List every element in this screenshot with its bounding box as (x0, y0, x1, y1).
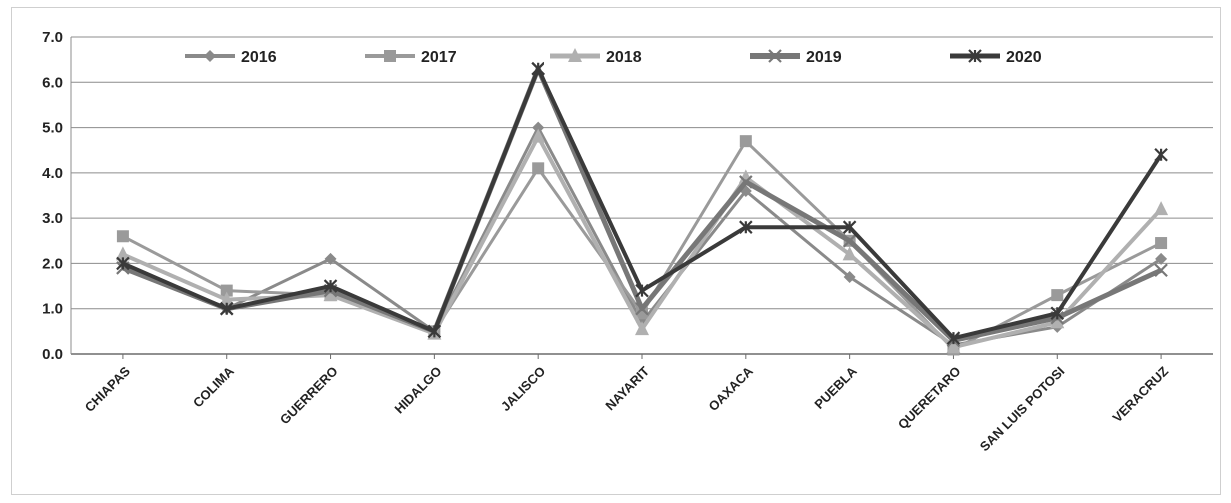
legend-label: 2020 (1006, 49, 1042, 66)
x-tick-label: JALISCO (498, 364, 548, 414)
x-tick-label: SAN LUIS POTOSI (977, 364, 1068, 455)
data-point (532, 121, 545, 134)
data-point (1154, 147, 1168, 162)
y-tick-label: 1.0 (42, 301, 63, 318)
data-point (219, 291, 234, 306)
data-point (568, 48, 582, 62)
data-point (635, 283, 649, 298)
legend-bg (744, 44, 874, 66)
data-point (1155, 237, 1168, 250)
x-tick-label: NAYARIT (602, 363, 652, 413)
y-tick-label: 2.0 (42, 255, 63, 272)
y-tick-label: 4.0 (42, 165, 63, 182)
data-point (946, 331, 961, 345)
data-point (531, 128, 546, 143)
data-point (1050, 306, 1065, 321)
series-2020 (116, 61, 1168, 345)
legend-label: 2019 (806, 49, 842, 66)
series-line (121, 66, 1163, 343)
x-tick-label: GUERRERO (277, 364, 341, 428)
data-point (323, 279, 338, 293)
gridlines (71, 36, 1213, 355)
legend: 2016 2017 2018 2019 2020 (179, 44, 1074, 66)
data-point (739, 220, 753, 234)
data-point (842, 220, 857, 234)
legend-entry: 2018 (544, 44, 674, 66)
x-tick-label: VERACRUZ (1110, 363, 1172, 425)
data-point (739, 135, 752, 148)
data-point (1154, 201, 1169, 216)
data-point (220, 284, 233, 297)
data-point (1155, 252, 1168, 265)
legend-label: 2017 (421, 49, 457, 66)
data-point (842, 234, 857, 248)
legend-entry: 2020 (944, 44, 1074, 66)
x-tick-label: HIDALGO (391, 364, 444, 417)
y-tick-label: 5.0 (42, 120, 63, 137)
series-lines (115, 61, 1169, 356)
legend-bg (944, 44, 1074, 66)
data-point (532, 162, 545, 175)
data-point (219, 301, 234, 316)
x-tick-label: QUERETARO (895, 364, 964, 433)
data-point (531, 61, 545, 76)
legend-entry: 2016 (179, 44, 309, 66)
y-tick-label: 6.0 (42, 74, 63, 91)
data-point (1154, 263, 1168, 277)
x-tick-label: PUEBLA (811, 363, 860, 412)
legend-label: 2018 (606, 49, 642, 66)
data-point (204, 50, 216, 62)
data-point (115, 246, 130, 261)
data-point (427, 324, 442, 339)
data-point (946, 339, 961, 354)
legend-label: 2016 (241, 49, 277, 66)
data-point (768, 49, 782, 63)
x-tick-label: COLIMA (190, 363, 237, 410)
data-point (324, 252, 337, 265)
data-point (842, 246, 857, 261)
series-2019 (116, 61, 1168, 348)
y-tick-label: 7.0 (42, 29, 63, 46)
data-point (384, 50, 396, 62)
data-point (323, 287, 338, 302)
x-tick-label: CHIAPAS (82, 363, 134, 415)
legend-entry: 2019 (744, 44, 874, 66)
data-point (1050, 314, 1065, 329)
data-point (968, 49, 982, 63)
data-point (116, 256, 130, 271)
legend-entry: 2017 (359, 44, 489, 66)
data-point (1051, 289, 1064, 302)
data-point (635, 301, 649, 316)
data-point (843, 271, 856, 284)
data-point (739, 175, 753, 189)
series-line (122, 66, 1163, 341)
y-tick-label: 0.0 (42, 346, 63, 363)
x-axis: CHIAPAS COLIMA GUERRERO HIDALGO JALISCO NAYAR… (82, 354, 1172, 455)
data-point (116, 230, 129, 243)
y-tick-label: 3.0 (42, 210, 63, 227)
x-tick-label: OAXACA (705, 363, 756, 414)
data-point (635, 321, 649, 336)
y-axis: 0.0 1.0 2.0 3.0 4.0 5.0 6.0 7.0 (42, 29, 72, 363)
